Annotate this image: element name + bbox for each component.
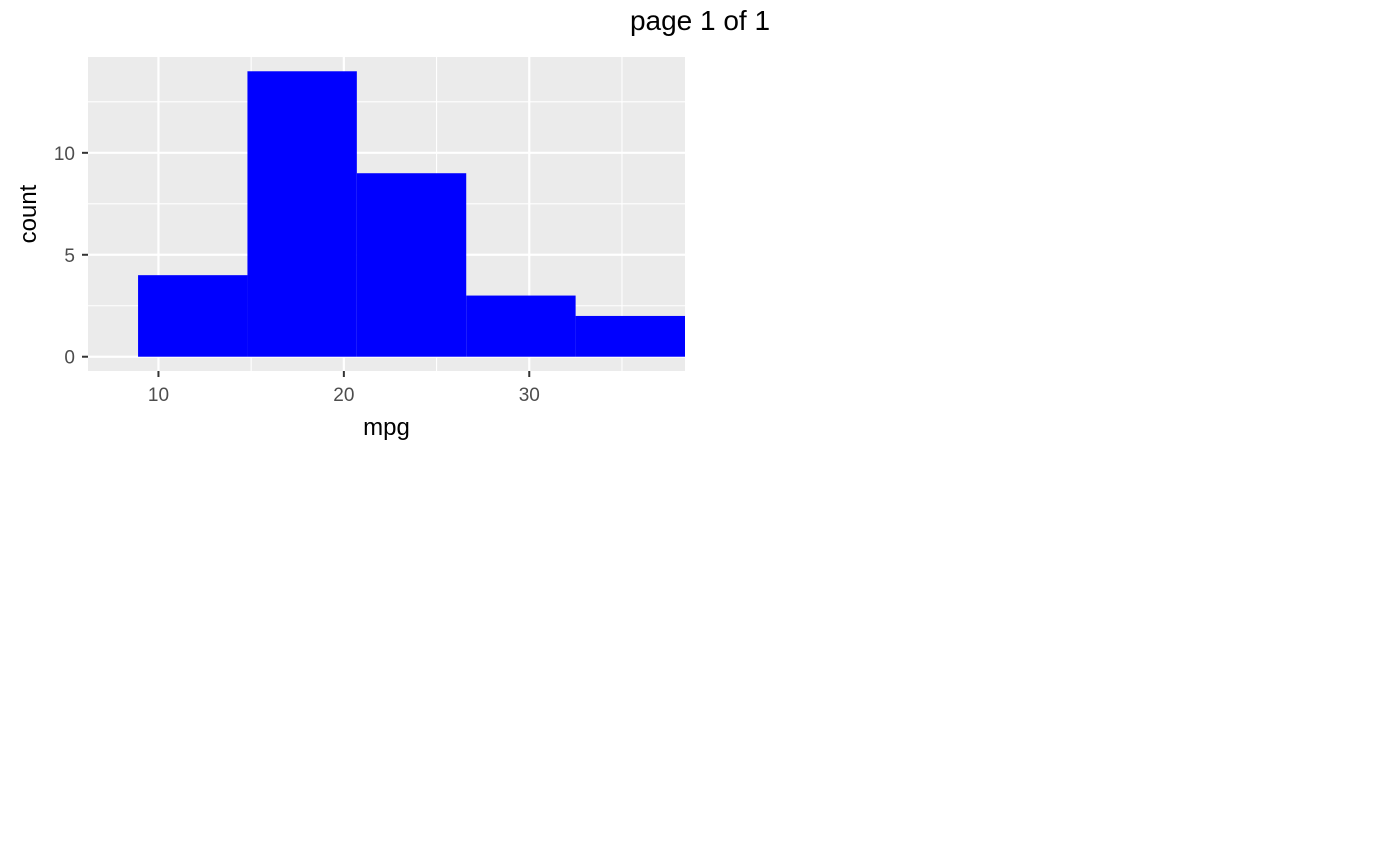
histogram-bar — [138, 275, 248, 357]
y-axis-title: count — [15, 184, 42, 243]
axes: 10 20 30 0 5 10 — [54, 144, 540, 406]
histogram-bar — [466, 295, 576, 357]
histogram-bar — [247, 71, 357, 357]
histogram-bar — [356, 173, 467, 357]
histogram-bar — [575, 315, 685, 357]
page-title: page 1 of 1 — [629, 5, 771, 36]
histogram-bars — [138, 71, 685, 357]
x-tick-label: 30 — [519, 385, 540, 406]
x-axis-title: mpg — [363, 414, 410, 441]
y-tick-label: 10 — [54, 144, 75, 165]
y-tick-label: 0 — [64, 348, 75, 369]
y-tick-label: 5 — [64, 246, 75, 267]
x-tick-label: 10 — [148, 385, 169, 406]
x-tick-label: 20 — [333, 385, 354, 406]
